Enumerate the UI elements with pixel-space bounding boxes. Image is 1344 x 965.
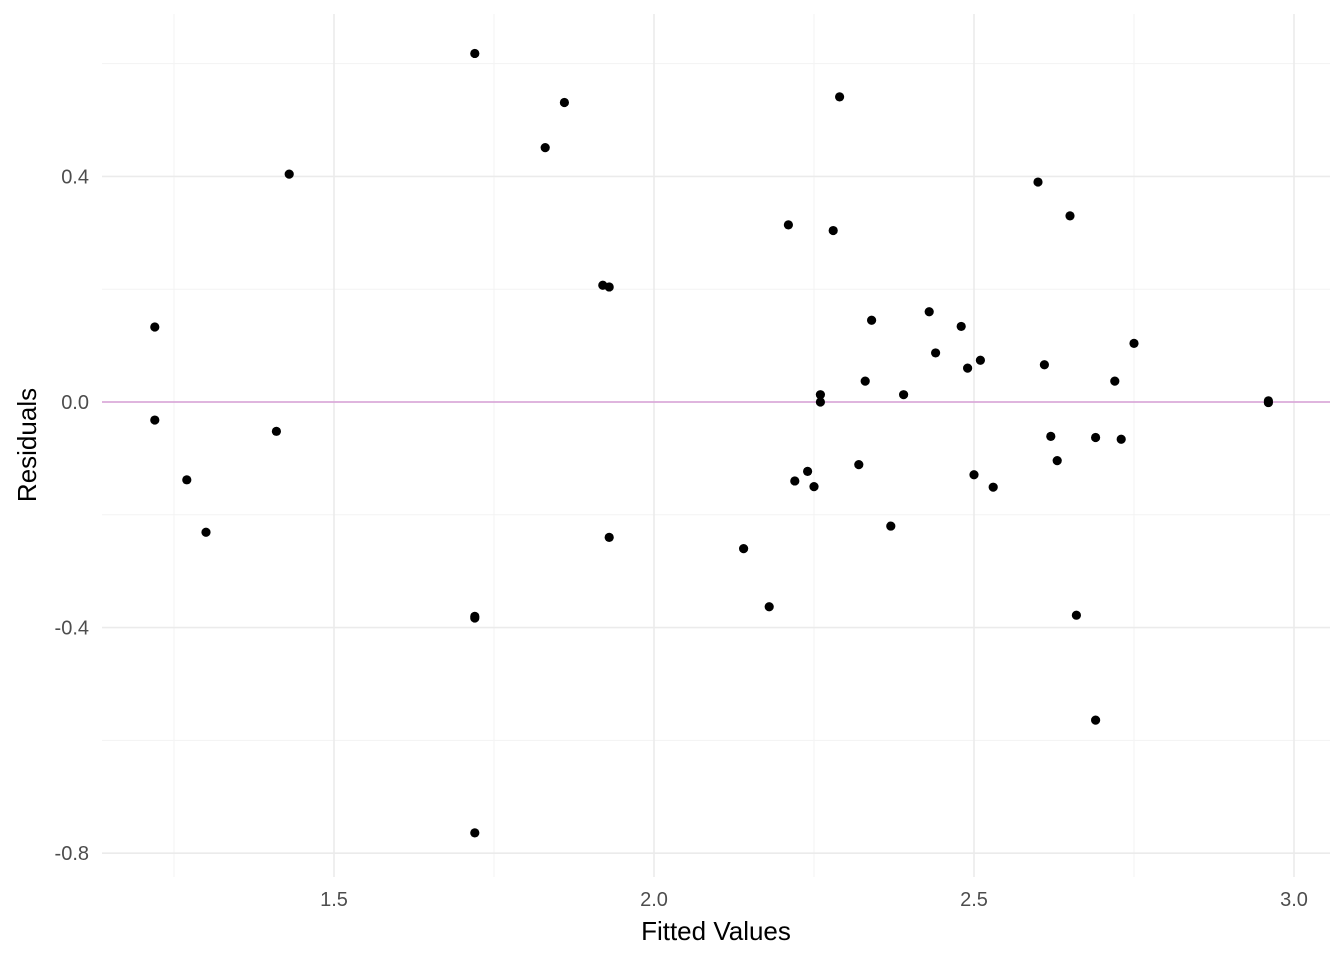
data-point bbox=[835, 92, 845, 102]
data-point bbox=[764, 602, 774, 612]
y-tick-label: 0.0 bbox=[61, 392, 89, 414]
data-point bbox=[1046, 431, 1056, 442]
data-point bbox=[1065, 211, 1075, 221]
y-tick-labels: 0.4 0.0 -0.4 -0.8 bbox=[55, 166, 89, 865]
data-point bbox=[739, 544, 749, 554]
data-point bbox=[988, 482, 998, 492]
data-point bbox=[150, 322, 160, 332]
minor-gridlines bbox=[102, 14, 1330, 877]
data-points bbox=[150, 48, 1273, 838]
data-point bbox=[924, 307, 934, 317]
data-point bbox=[470, 48, 480, 59]
data-point bbox=[975, 355, 986, 365]
data-point bbox=[815, 390, 826, 400]
data-point bbox=[956, 321, 966, 332]
y-tick-label: -0.4 bbox=[55, 618, 89, 640]
data-point bbox=[604, 282, 614, 292]
data-point bbox=[1071, 610, 1081, 620]
data-point bbox=[860, 376, 870, 386]
data-point bbox=[1052, 456, 1062, 466]
data-point bbox=[828, 225, 838, 236]
data-point bbox=[271, 426, 281, 436]
data-point bbox=[854, 460, 864, 470]
data-point bbox=[790, 476, 800, 486]
data-point bbox=[1116, 434, 1126, 444]
x-tick-label: 1.5 bbox=[320, 889, 348, 911]
x-tick-labels: 1.5 2.0 2.5 3.0 bbox=[320, 889, 1308, 911]
data-point bbox=[470, 828, 480, 838]
data-point bbox=[150, 415, 160, 425]
data-point bbox=[1091, 432, 1101, 443]
data-point bbox=[803, 466, 813, 476]
x-axis-title: Fitted Values bbox=[641, 916, 791, 946]
data-point bbox=[284, 169, 294, 179]
y-tick-label: -0.8 bbox=[55, 843, 89, 865]
data-point bbox=[809, 482, 819, 492]
data-point bbox=[1091, 715, 1101, 725]
data-point bbox=[182, 475, 192, 485]
data-point bbox=[470, 613, 480, 623]
data-point bbox=[783, 220, 794, 230]
data-point bbox=[963, 363, 973, 373]
data-point bbox=[931, 348, 941, 358]
x-tick-label: 3.0 bbox=[1280, 889, 1308, 911]
major-gridlines bbox=[102, 14, 1330, 877]
y-axis-title: Residuals bbox=[12, 388, 42, 502]
data-point bbox=[867, 315, 877, 325]
data-point bbox=[604, 532, 614, 542]
data-point bbox=[969, 470, 979, 480]
data-point bbox=[1033, 177, 1043, 187]
data-point bbox=[815, 397, 826, 407]
data-point bbox=[559, 97, 570, 108]
x-tick-label: 2.0 bbox=[640, 889, 668, 911]
data-point bbox=[886, 521, 896, 531]
data-point bbox=[201, 527, 211, 537]
data-point bbox=[540, 143, 550, 153]
data-point bbox=[1263, 397, 1273, 408]
y-tick-label: 0.4 bbox=[61, 166, 89, 188]
data-point bbox=[899, 390, 909, 400]
data-point bbox=[1039, 360, 1049, 370]
data-point bbox=[1129, 338, 1139, 348]
x-tick-label: 2.5 bbox=[960, 889, 988, 911]
data-point bbox=[1110, 376, 1120, 386]
